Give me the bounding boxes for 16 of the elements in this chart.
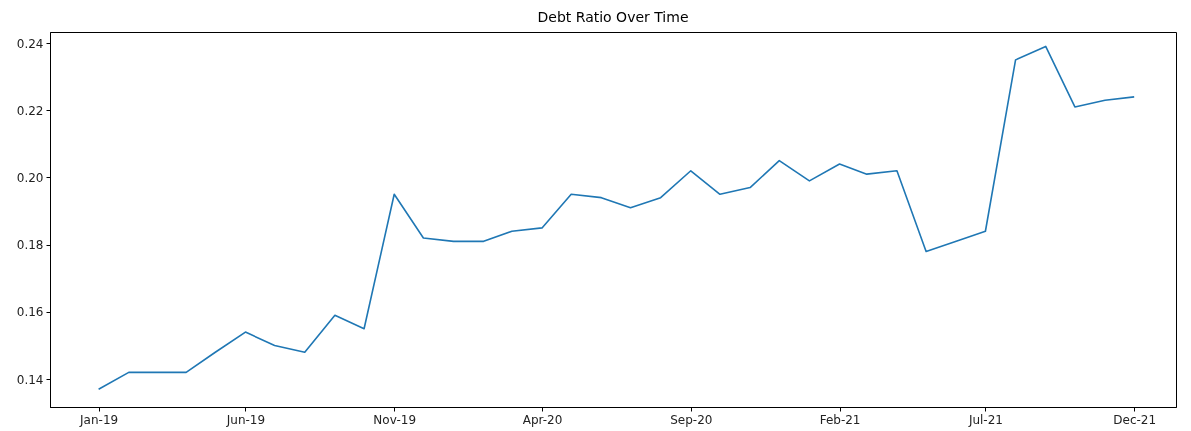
x-tick-label: Jun-19 (225, 412, 266, 427)
x-tick-label: Apr-20 (522, 412, 563, 427)
y-tick-label: 0.16 (16, 305, 44, 320)
x-tick-label: Sep-20 (670, 412, 713, 427)
y-tick-label: 0.20 (16, 171, 44, 185)
y-tick-label: 0.24 (16, 36, 44, 51)
y-tick-label: 0.18 (16, 238, 44, 253)
chart-title: Debt Ratio Over Time (537, 9, 689, 25)
x-tick-label: Jul-21 (967, 412, 1003, 427)
y-tick-label: 0.14 (16, 372, 44, 387)
x-tick-label: Feb-21 (819, 412, 861, 427)
x-tick-label: Nov-19 (373, 412, 417, 427)
x-tick-label: Dec-21 (1113, 412, 1157, 427)
x-tick-label: Jan-19 (79, 412, 119, 427)
y-tick-label: 0.22 (16, 103, 44, 118)
line-series (97, 45, 1135, 390)
